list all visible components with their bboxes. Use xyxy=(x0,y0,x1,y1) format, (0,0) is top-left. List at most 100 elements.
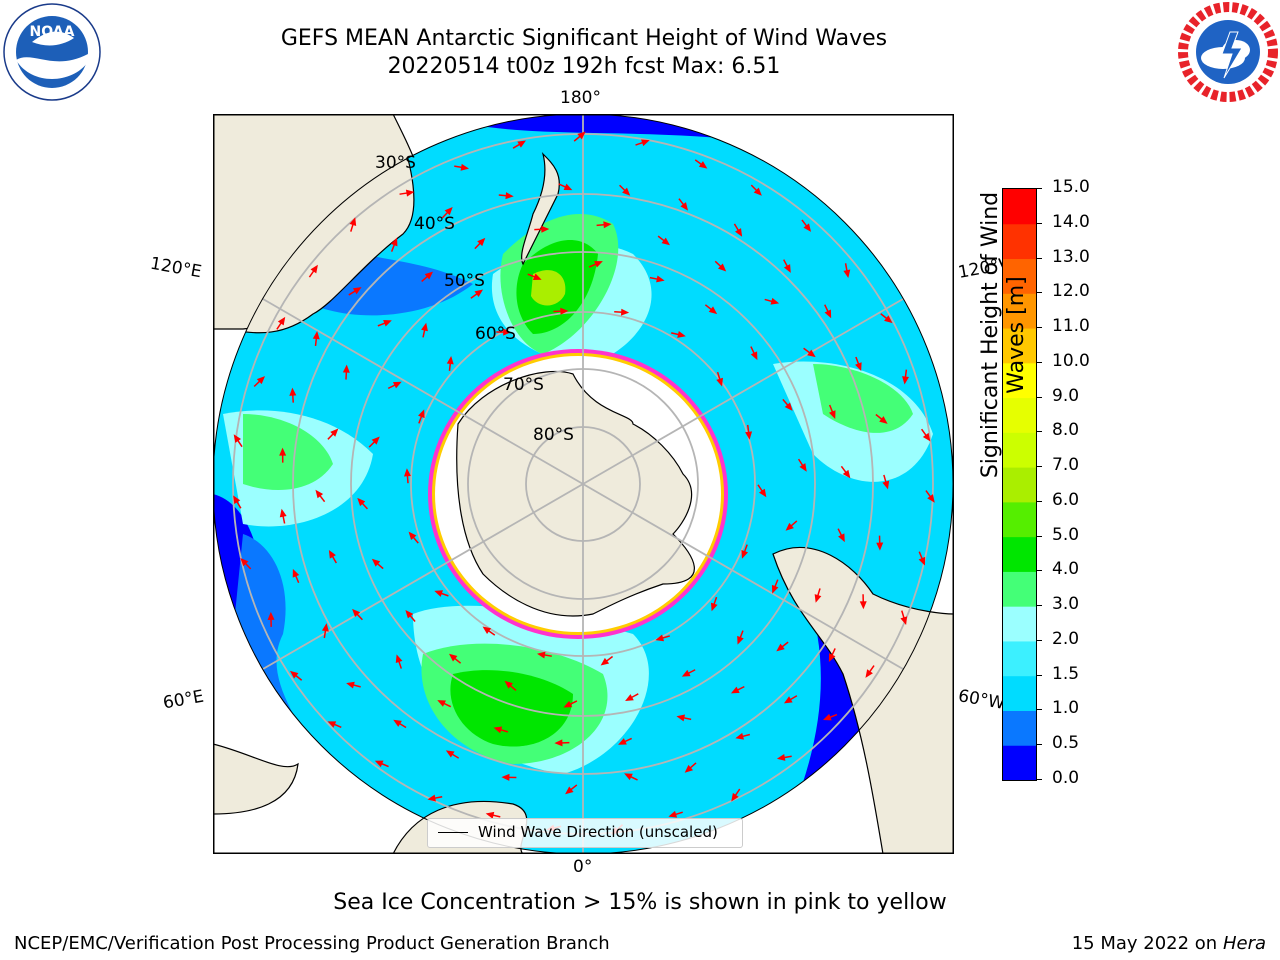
colorbar-tick-label: 10.0 xyxy=(1052,350,1090,371)
colorbar-band xyxy=(1003,571,1036,607)
colorbar-tick-mark xyxy=(1036,361,1042,363)
wave-arrow-head xyxy=(865,669,873,678)
lat-label-30s: 30°S xyxy=(375,153,416,173)
wave-arrow-head xyxy=(233,434,242,443)
wave-arrow-head xyxy=(594,261,603,268)
wave-arrow-head xyxy=(656,275,665,283)
colorbar-band xyxy=(1003,710,1036,746)
colorbar-tick-label: 3.0 xyxy=(1052,594,1080,615)
wave-arrow-head xyxy=(785,522,794,531)
wave-arrow-head xyxy=(771,584,779,594)
wave-arrow-head xyxy=(731,792,739,802)
map-legend: Wind Wave Direction (unscaled) xyxy=(427,818,743,848)
wave-arrow-head xyxy=(741,549,749,559)
wave-arrow-head xyxy=(776,753,786,761)
colorbar-tick-mark xyxy=(1036,535,1042,537)
wave-arrow-head xyxy=(532,273,542,281)
colorbar-tick-mark xyxy=(1036,431,1042,433)
wave-arrow-head xyxy=(603,221,612,229)
wave-arrow-head xyxy=(730,686,740,694)
lat-label-40s: 40°S xyxy=(414,214,455,234)
wave-arrow-head xyxy=(390,237,398,247)
wave-arrow-head xyxy=(418,409,425,419)
wave-arrow-head xyxy=(622,187,631,196)
wave-arrow-head xyxy=(770,297,780,305)
wave-arrow-head xyxy=(485,811,495,819)
wave-arrow-head xyxy=(503,328,512,336)
wave-arrow-head xyxy=(618,738,627,745)
colorbar-tick-mark xyxy=(1036,570,1042,572)
noaa-logo-icon: NOAA xyxy=(3,3,101,101)
wave-arrow-head xyxy=(783,696,793,704)
colorbar-tick-label: 5.0 xyxy=(1052,524,1080,545)
noaa-logo-text: NOAA xyxy=(30,24,75,40)
wave-arrow-head xyxy=(352,608,361,618)
wave-arrow-head xyxy=(501,773,510,781)
wave-arrow-head xyxy=(289,387,297,396)
wave-arrow-head xyxy=(661,237,670,246)
colorbar-tick-mark xyxy=(1036,639,1042,641)
wave-arrow-head xyxy=(437,700,446,707)
wave-arrow-head xyxy=(392,381,402,389)
wave-arrow-head xyxy=(327,721,337,728)
colorbar-band xyxy=(1003,536,1036,572)
wave-arrow-head xyxy=(783,264,791,273)
wave-arrow-head xyxy=(504,680,513,689)
wave-arrow-head xyxy=(427,794,436,802)
wave-arrow-head xyxy=(330,428,339,437)
lon-label-0: 0° xyxy=(573,857,593,877)
colorbar-tick-label: 8.0 xyxy=(1052,420,1080,441)
wave-arrow-head xyxy=(884,315,893,324)
wave-arrow-head xyxy=(708,306,718,315)
colorbar-tick-mark xyxy=(1036,292,1042,294)
lat-label-60s: 60°S xyxy=(475,324,516,344)
wave-arrow-head xyxy=(477,237,486,247)
colorbar-tick-label: 14.0 xyxy=(1052,211,1090,232)
wave-arrow-head xyxy=(346,681,355,689)
wave-arrow-head xyxy=(735,228,743,237)
wave-arrow-head xyxy=(448,653,458,662)
colorbar-tick-mark xyxy=(1036,466,1042,468)
wave-arrow-head xyxy=(600,657,610,666)
wave-arrow-head xyxy=(684,764,694,773)
wave-arrow-head xyxy=(424,271,434,280)
colorbar-band xyxy=(1003,501,1036,538)
wave-arrow-head xyxy=(624,773,633,781)
wave-arrow-head xyxy=(563,183,573,191)
wave-arrow-head xyxy=(403,468,411,477)
wave-arrow-head xyxy=(676,714,686,722)
lon-label-120e: 120°E xyxy=(148,253,204,283)
nws-logo-icon xyxy=(1178,2,1278,102)
colorbar-band xyxy=(1003,432,1036,468)
wave-arrow-head xyxy=(824,309,832,319)
wave-arrow-head xyxy=(565,786,574,795)
wave-arrow-head xyxy=(822,713,832,721)
colorbar-tick-mark xyxy=(1036,396,1042,398)
colorbar-tick-label: 0.5 xyxy=(1052,733,1080,754)
wave-arrow-head xyxy=(681,669,691,677)
wave-arrow-head xyxy=(753,187,762,196)
colorbar-tick-label: 13.0 xyxy=(1052,246,1090,267)
wave-arrow-head xyxy=(371,436,380,445)
wave-arrow-head xyxy=(444,207,453,216)
colorbar-band xyxy=(1003,397,1036,433)
wave-arrow-head xyxy=(374,760,384,768)
wave-arrow-head xyxy=(843,269,851,279)
wave-arrow-head xyxy=(799,463,807,472)
wave-arrow-head xyxy=(383,320,392,327)
colorbar-band xyxy=(1003,189,1036,225)
wave-arrow-head xyxy=(677,331,686,338)
wave-arrow-head xyxy=(776,643,785,652)
wave-arrow-head xyxy=(641,139,650,147)
wave-arrow-head xyxy=(482,626,492,634)
map-subtitle: 20220514 t00z 192h fcst Max: 6.51 xyxy=(387,54,781,79)
colorbar-tick-mark xyxy=(1036,779,1042,780)
wave-arrow-head xyxy=(668,810,678,818)
wave-arrow-head xyxy=(735,732,744,740)
wave-arrow-head xyxy=(408,531,417,541)
footer-date: 15 May 2022 on Hera xyxy=(1072,933,1266,954)
lon-label-60e: 60°E xyxy=(161,686,206,714)
colorbar-tick-label: 7.0 xyxy=(1052,455,1080,476)
wave-arrow-head xyxy=(349,217,357,226)
colorbar-tick-mark xyxy=(1036,327,1042,329)
